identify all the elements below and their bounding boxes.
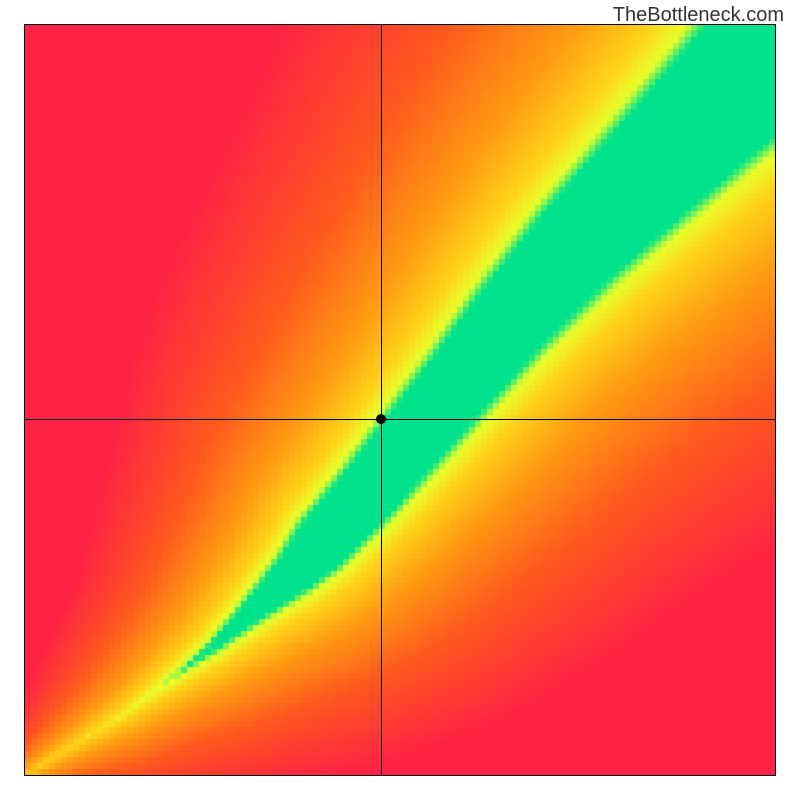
watermark-text: TheBottleneck.com bbox=[613, 4, 784, 27]
crosshair-vertical bbox=[381, 25, 382, 775]
crosshair-horizontal bbox=[25, 419, 775, 420]
plot-area bbox=[24, 24, 776, 776]
heatmap-canvas bbox=[25, 25, 775, 775]
chart-container: TheBottleneck.com bbox=[0, 0, 800, 800]
marker-point bbox=[376, 414, 386, 424]
